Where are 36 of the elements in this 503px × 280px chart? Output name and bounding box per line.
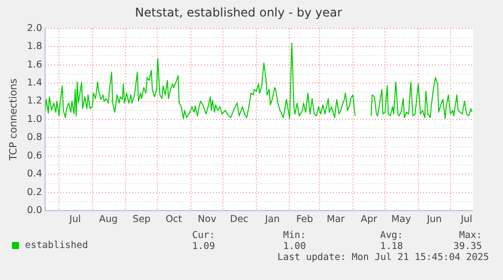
- x-tick-label: Jan: [264, 214, 280, 225]
- text: Avg:: [380, 230, 403, 241]
- y-tick-label: 0.0: [27, 205, 42, 216]
- text: Cur:: [192, 230, 215, 241]
- legend-label: established: [25, 240, 88, 251]
- text: Max:: [459, 230, 482, 241]
- y-tick-label: 0.2: [27, 186, 42, 198]
- y-tick-label: 2.0: [27, 22, 42, 34]
- y-tick-label: 1.2: [27, 96, 42, 107]
- x-tick-label: May: [391, 214, 412, 225]
- x-tick-label: Aug: [99, 214, 118, 225]
- x-tick-label: Feb: [296, 214, 314, 225]
- y-axis-title: TCP connections: [8, 78, 20, 162]
- y-tick-label: 1.0: [27, 114, 42, 125]
- x-tick-label: Mar: [326, 214, 345, 225]
- y-tick-label: 0.4: [27, 168, 42, 180]
- text: 1.00: [283, 241, 306, 252]
- x-tick-label: Sep: [132, 214, 151, 225]
- x-tick-label: Dec: [230, 214, 248, 225]
- x-tick-label: Oct: [166, 214, 182, 225]
- text: 1.09: [192, 241, 215, 252]
- y-tick-label: 1.6: [27, 59, 42, 70]
- y-tick-label: 1.8: [27, 41, 42, 52]
- text: Min:: [283, 230, 306, 241]
- y-tick-label: 0.6: [27, 150, 42, 162]
- x-tick-label: Nov: [198, 214, 217, 225]
- text: 39.35: [453, 241, 482, 252]
- chart-title: Netstat, established only - by year: [134, 5, 342, 20]
- x-tick-label: Apr: [360, 214, 378, 225]
- x-tick-label: Jul: [68, 214, 81, 225]
- text: 1.18: [380, 241, 403, 252]
- x-tick-label: Jul: [460, 214, 472, 225]
- text: Last update: Mon Jul 21 15:45:04 2025: [277, 252, 489, 263]
- y-tick-label: 0.8: [27, 132, 42, 144]
- y-tick-label: 1.4: [27, 78, 42, 89]
- x-tick-label: Jun: [426, 214, 442, 225]
